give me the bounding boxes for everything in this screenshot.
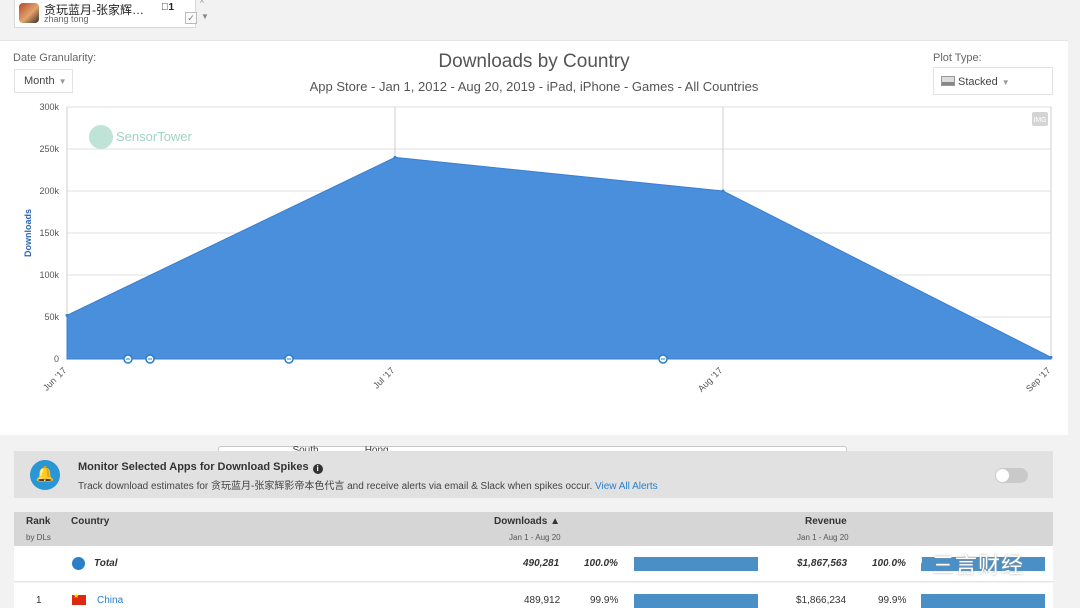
- revenue-header[interactable]: Revenue: [805, 516, 847, 527]
- country-link[interactable]: China: [97, 595, 124, 606]
- app-chip[interactable]: 贪玩蓝月-张家辉… zhang tong 1 × ✓ ▼: [14, 0, 209, 28]
- revenue-subheader: Jan 1 - Aug 20: [797, 533, 849, 542]
- export-image-icon: [1032, 112, 1048, 126]
- x-tick-label: Aug '17: [696, 365, 724, 393]
- total-revenue-bar: [921, 557, 1045, 571]
- revenue-pct-cell: 99.9%: [878, 595, 907, 606]
- info-icon[interactable]: i: [312, 464, 323, 474]
- export-badge-label: IMG: [1033, 117, 1046, 124]
- spike-alert-banner: 🔔 Monitor Selected Apps for Download Spi…: [14, 451, 1053, 498]
- app-icon: [19, 3, 39, 23]
- y-tick-label: 50k: [44, 312, 59, 322]
- watermark-text: 三言财经: [932, 553, 1025, 578]
- chevron-down-icon: ▼: [58, 77, 67, 86]
- app-developer: zhang tong: [44, 14, 89, 24]
- alert-title-text: Monitor Selected Apps for Download Spike…: [78, 461, 309, 473]
- checkbox-icon[interactable]: ✓: [185, 12, 197, 24]
- view-all-alerts-link[interactable]: View All Alerts: [595, 481, 658, 492]
- table-header: Rank by DLs Country Downloads ▲ Jan 1 - …: [14, 512, 1053, 546]
- y-tick-label: 0: [54, 354, 59, 364]
- granularity-label: Date Granularity:: [13, 52, 97, 64]
- downloads-bar: [634, 594, 758, 608]
- sensortower-logo-icon: [89, 125, 113, 149]
- chart-panel: Date Granularity: Month ▼ Downloads by Co…: [0, 40, 1068, 467]
- area-chart-icon: [941, 76, 955, 86]
- chart-title: Downloads by Country: [438, 51, 630, 72]
- x-tick-label: Jun '17: [41, 365, 68, 392]
- alert-description: Track download estimates for 贪玩蓝月-张家辉影帝本…: [78, 477, 658, 492]
- y-tick-label: 300k: [39, 102, 59, 112]
- granularity-select[interactable]: Month ▼: [14, 69, 73, 93]
- data-point: [393, 155, 397, 159]
- toggle-knob: [996, 469, 1009, 482]
- watermark: 三言财经: [888, 541, 1064, 581]
- globe-icon: [72, 557, 85, 570]
- country-header[interactable]: Country: [71, 516, 110, 527]
- total-label: Total: [94, 558, 118, 569]
- total-downloads: 490,281: [523, 558, 560, 569]
- chevron-down-icon: ▼: [1001, 78, 1010, 87]
- store-count: 1: [169, 2, 175, 13]
- x-tick-label: Sep '17: [1024, 365, 1052, 393]
- china-flag-icon: [72, 592, 86, 605]
- total-downloads-pct: 100.0%: [584, 558, 618, 569]
- y-tick-label: 200k: [39, 186, 59, 196]
- close-icon[interactable]: ×: [199, 0, 205, 7]
- alert-toggle[interactable]: [995, 468, 1028, 483]
- wechat-logo-icon: [888, 547, 922, 573]
- chart-subtitle: App Store - Jan 1, 2012 - Aug 20, 2019 -…: [309, 79, 759, 94]
- y-tick-label: 250k: [39, 144, 59, 154]
- app-store-badge: 1: [161, 2, 174, 13]
- revenue-bar: [921, 594, 1045, 608]
- plot-type-label: Plot Type:: [933, 52, 982, 64]
- downloads-header[interactable]: Downloads ▲: [494, 516, 561, 527]
- rank-cell: 1: [36, 595, 42, 606]
- data-point: [721, 189, 725, 193]
- alert-title: Monitor Selected Apps for Download Spike…: [78, 461, 323, 474]
- y-tick-label: 100k: [39, 270, 59, 280]
- y-tick-label: 150k: [39, 228, 59, 238]
- rank-subheader: by DLs: [26, 533, 51, 542]
- downloads-pct-cell: 99.9%: [590, 595, 619, 606]
- alert-description-text: Track download estimates for 贪玩蓝月-张家辉影帝本…: [78, 481, 593, 492]
- total-revenue: $1,867,563: [797, 558, 848, 569]
- granularity-value: Month: [24, 75, 55, 87]
- rank-header[interactable]: Rank: [26, 516, 51, 527]
- y-axis-title: Downloads: [23, 209, 33, 257]
- revenue-cell: $1,866,234: [796, 595, 847, 606]
- chevron-down-icon[interactable]: ▼: [201, 12, 209, 21]
- area-chart: 0 50k 100k 150k 200k 250k 300k Jun '17 Jul '17 Au…: [23, 102, 1053, 394]
- total-downloads-bar: [634, 557, 758, 571]
- bell-icon: 🔔: [30, 460, 60, 490]
- table-row[interactable]: 1 China 489,912 99.9% $1,866,234 99.9%: [14, 583, 1053, 608]
- plot-type-value: Stacked: [958, 76, 998, 88]
- downloads-cell: 489,912: [524, 595, 561, 606]
- data-point: [65, 313, 69, 317]
- plot-type-select[interactable]: Stacked ▼: [933, 67, 1053, 95]
- sensortower-watermark: SensorTower: [116, 129, 193, 144]
- downloads-subheader: Jan 1 - Aug 20: [509, 533, 561, 542]
- x-tick-label: Jul '17: [371, 365, 396, 390]
- data-point: [1049, 355, 1053, 359]
